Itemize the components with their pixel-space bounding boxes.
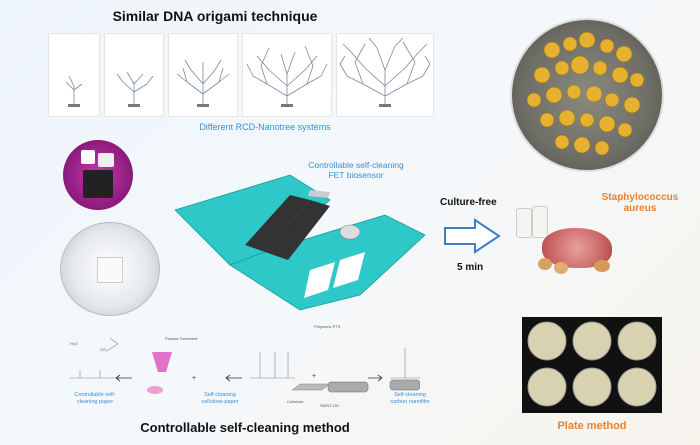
plate-photo	[522, 317, 662, 413]
egg-icon	[554, 262, 568, 274]
paper-label: Controllable self- cleaning paper	[74, 392, 116, 405]
cellulose-paper-label: Self-cleaning cellulose paper	[201, 392, 239, 405]
nanotree-panel-4	[242, 33, 332, 117]
svg-text:+: +	[192, 375, 196, 382]
nanotree-2-icon	[116, 71, 154, 107]
chip-card-icon	[81, 150, 95, 164]
nanotree-panel-1	[48, 33, 100, 117]
nanotree-5-icon	[339, 37, 431, 107]
milk-bottle-icon	[532, 206, 548, 238]
agar-plates-icon	[527, 321, 657, 407]
nanotree-panel-5	[336, 33, 434, 117]
milk-bottle-icon	[516, 208, 532, 238]
petri-dish-photo	[60, 222, 160, 316]
biosensor-device-icon	[174, 174, 426, 311]
cellulose-label: Cellulose	[287, 399, 304, 404]
nanotree-3-icon	[176, 59, 230, 107]
biosensor-label: Controllable self-cleaning FET biosensor	[308, 160, 404, 180]
chip-electrode-icon	[83, 170, 113, 198]
h2o-label: H₂O	[70, 341, 78, 346]
staphylococcus-cluster-icon	[526, 31, 645, 156]
self-cleaning-scheme-icon: + +	[70, 337, 420, 394]
food-photo	[516, 200, 616, 278]
time-label: 5 min	[457, 262, 484, 273]
swnt-label: SWNT-OH	[320, 403, 339, 408]
chip-photo	[63, 140, 133, 210]
egg-icon	[538, 258, 552, 270]
bottom-title: Controllable self-cleaning method	[140, 420, 350, 435]
panels-caption: Different RCD-Nanotree systems	[199, 122, 331, 132]
top-title: Similar DNA origami technique	[112, 8, 318, 24]
right-arrow-icon	[444, 218, 501, 254]
nanotree-4-icon	[246, 45, 328, 107]
nanotree-panel-2	[104, 33, 164, 117]
chip-in-dish-icon	[97, 257, 123, 283]
chip-card-icon	[98, 153, 114, 167]
plate-method-label: Plate method	[557, 420, 627, 432]
svg-text:+: +	[312, 373, 316, 380]
nanotree-panel-3	[168, 33, 238, 117]
bacteria-micrograph	[510, 18, 664, 172]
plasma-label: Plasma Treatment	[165, 336, 198, 341]
bacteria-label: Staphylococcus aureus	[601, 192, 679, 214]
co2-label: CO₂	[100, 347, 108, 352]
carbon-nanofilm-label: Self-cleaning carbon nanofilm	[390, 392, 430, 405]
polymeric-label: Polymeric PTS	[314, 324, 341, 329]
egg-icon	[594, 260, 610, 272]
nanotree-1-icon	[65, 75, 83, 107]
culture-free-label: Culture-free	[440, 197, 497, 208]
